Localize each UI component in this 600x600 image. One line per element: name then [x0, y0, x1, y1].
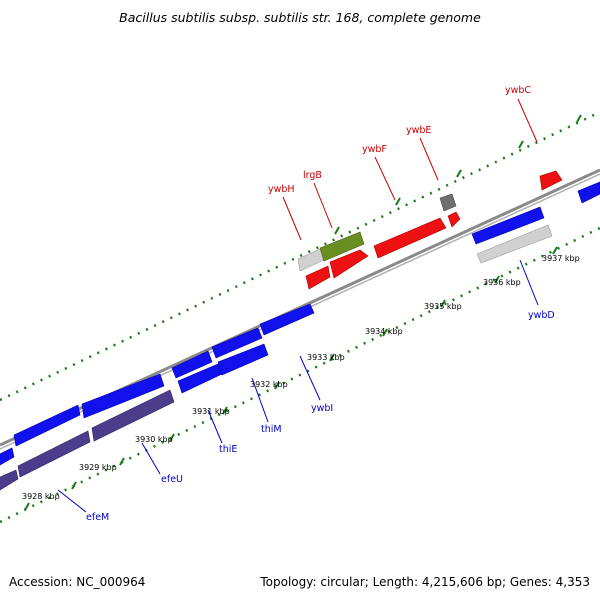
tick-label: 3935 kbp — [424, 302, 462, 311]
gene-ywbC — [539, 170, 563, 191]
gene-label-ywbD: ywbD — [528, 310, 555, 321]
map-title: Bacillus subtilis subsp. subtilis str. 1… — [119, 10, 481, 25]
gene-lrgB-rna[interactable] — [319, 231, 365, 262]
operon-band — [0, 389, 175, 491]
gene-label-efeM: efeM — [86, 512, 109, 523]
accession-text: Accession: NC_000964 — [9, 575, 146, 589]
inner-tick-ruler — [0, 226, 600, 524]
tick-label: 3931 kbp — [192, 407, 230, 416]
tick-label: 3929 kbp — [79, 463, 117, 472]
gene-ywbI — [259, 303, 315, 336]
gene-label-ywbE: ywbE — [406, 125, 431, 136]
gene-label-efeU: efeU — [161, 474, 183, 485]
gene-thiM — [211, 327, 263, 359]
forward-gene-labels[interactable]: efeM efeU thiE thiM ywbI ywbD — [86, 310, 555, 523]
gene-label-ywbH: ywbH — [268, 184, 295, 195]
reverse-leader-lines — [282, 98, 538, 241]
gene-label-ywbC: ywbC — [505, 85, 531, 96]
reverse-gene-labels[interactable]: ywbH lrgB ywbF ywbE ywbC — [268, 85, 531, 195]
reverse-genes[interactable] — [305, 170, 563, 290]
gene-label-thiM: thiM — [261, 424, 282, 435]
gene-label-thiE: thiE — [219, 444, 237, 455]
gene-ywbD — [471, 206, 545, 245]
gene-efeM — [0, 447, 15, 466]
gene-efeO — [81, 373, 165, 419]
forward-leader-lines — [57, 259, 539, 513]
gene-label-ywbI: ywbI — [311, 403, 333, 414]
tick-labels: 3928 kbp 3929 kbp 3930 kbp 3931 kbp 3932… — [22, 254, 580, 501]
gene-label-lrgB: lrgB — [303, 170, 322, 181]
gene-ywbE — [447, 211, 461, 228]
inner-major-ticks — [24, 246, 558, 511]
gene-dark[interactable] — [439, 193, 457, 212]
gene-efeN — [13, 404, 81, 447]
tick-label: 3937 kbp — [542, 254, 580, 263]
forward-genes-lower[interactable] — [177, 343, 269, 394]
tick-label: 3934 kbp — [365, 327, 403, 336]
gene-label-ywbF: ywbF — [362, 144, 387, 155]
gene-lrgA — [329, 249, 369, 279]
tick-label: 3933 kbp — [307, 353, 345, 362]
gene-thiE — [171, 350, 213, 379]
gene-ywbB — [577, 181, 600, 204]
outer-major-ticks — [334, 114, 582, 235]
genome-stats-text: Topology: circular; Length: 4,215,606 bp… — [260, 575, 590, 589]
tick-label: 3936 kbp — [483, 278, 521, 287]
forward-genes[interactable] — [0, 181, 600, 466]
tick-label: 3928 kbp — [22, 492, 60, 501]
tick-label: 3932 kbp — [250, 380, 288, 389]
gene-ywbF — [373, 217, 447, 259]
tick-label: 3930 kbp — [135, 435, 173, 444]
gene-ywbH — [305, 265, 331, 290]
